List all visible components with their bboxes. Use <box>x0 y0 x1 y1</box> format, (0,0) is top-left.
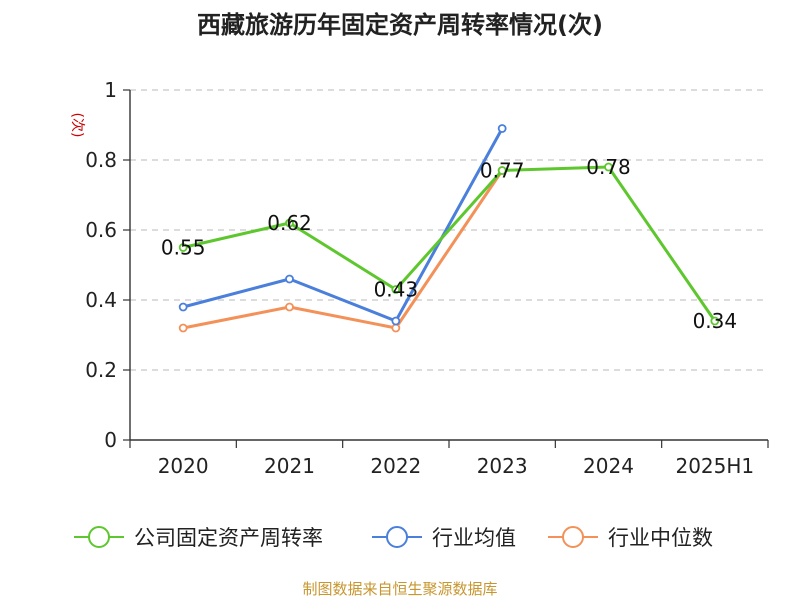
data-point <box>497 166 507 175</box>
legend-marker <box>386 526 408 548</box>
legend-label: 公司固定资产周转率 <box>134 526 323 550</box>
source-note: 制图数据来自恒生聚源数据库 <box>302 580 497 598</box>
data-label: 0.62 <box>267 211 312 235</box>
series-line <box>182 127 504 323</box>
data-point <box>178 243 188 252</box>
data-point <box>391 285 401 294</box>
data-point <box>285 274 294 284</box>
y-tick-label: 0.8 <box>85 148 117 172</box>
data-point <box>391 316 401 326</box>
legend-marker <box>88 526 110 548</box>
data-point <box>497 124 507 133</box>
y-tick-label: 0.2 <box>85 358 117 382</box>
y-tick-label: 0.6 <box>85 218 117 242</box>
data-point <box>604 162 613 172</box>
data-point <box>391 323 401 333</box>
y-axis-label: (次) <box>69 113 85 138</box>
series-line <box>182 169 504 330</box>
axes: 0 0.2 0.4 0.6 0.8 1 2020 2021 2022 2023 2024 2025H1 <box>85 78 769 478</box>
data-label: 0.77 <box>480 159 525 183</box>
data-label: 0.78 <box>586 155 631 179</box>
x-tick-label: 2025H1 <box>675 454 754 478</box>
data-label: 0.55 <box>161 236 206 260</box>
data-label: 0.43 <box>374 278 419 302</box>
chart-title: 西藏旅游历年固定资产周转率情况(次) <box>197 11 603 39</box>
data-point <box>285 218 294 228</box>
data-point <box>710 316 720 326</box>
legend: 公司固定资产周转率 行业均值 行业中位数 <box>74 526 713 550</box>
legend-label: 行业中位数 <box>608 526 713 550</box>
legend-marker <box>562 526 584 548</box>
x-tick-label: 2020 <box>158 454 209 478</box>
data-label: 0.34 <box>693 309 738 333</box>
x-tick-label: 2023 <box>477 454 528 478</box>
data-point <box>285 302 294 312</box>
legend-label: 行业均值 <box>432 526 516 550</box>
x-tick-label: 2021 <box>264 454 315 478</box>
data-point <box>178 323 188 333</box>
series-line <box>182 165 717 322</box>
data-labels: 0.55 0.62 0.43 0.77 0.78 0.34 <box>161 155 737 333</box>
y-tick-label: 1 <box>104 78 117 102</box>
y-tick-label: 0 <box>104 428 117 452</box>
data-point <box>178 302 188 312</box>
x-tick-label: 2024 <box>583 454 634 478</box>
y-tick-label: 0.4 <box>85 288 117 312</box>
series-lines <box>178 124 720 333</box>
x-tick-label: 2022 <box>370 454 421 478</box>
